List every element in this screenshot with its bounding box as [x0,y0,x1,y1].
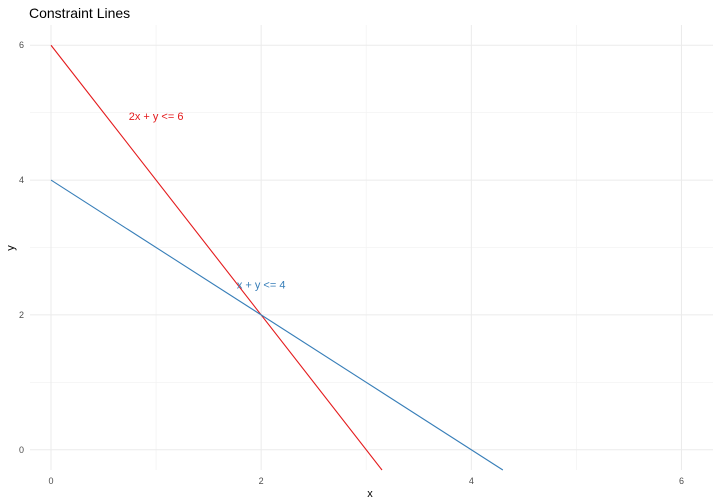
series-lines [50,44,504,471]
x-tick-label: 2 [259,476,264,486]
x-axis-title: x [367,488,373,500]
x-tick-label: 4 [469,476,474,486]
y-axis-title: y [5,245,17,251]
constraint-label-1: 2x + y <= 6 [129,111,184,123]
y-tick-label: 6 [19,40,24,50]
y-tick-label: 0 [19,445,24,455]
tick-labels: 0 2 4 6 0 2 4 6 [19,40,684,486]
y-tick-label: 4 [19,175,24,185]
y-tick-label: 2 [19,310,24,320]
constraint-label-2: x + y <= 4 [237,280,286,292]
constraint-line-2 [50,179,504,471]
chart-title: Constraint Lines [29,5,130,21]
x-tick-label: 0 [49,476,54,486]
x-tick-label: 6 [679,476,684,486]
constraint-line-1 [50,44,383,471]
annotations: 2x + y <= 6 x + y <= 4 [129,111,286,292]
grid [30,25,713,470]
